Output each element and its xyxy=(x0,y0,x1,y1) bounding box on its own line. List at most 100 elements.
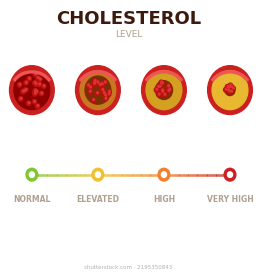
Circle shape xyxy=(27,76,31,81)
Circle shape xyxy=(42,84,46,88)
Circle shape xyxy=(21,89,25,94)
Circle shape xyxy=(226,88,230,93)
Circle shape xyxy=(103,93,107,98)
Circle shape xyxy=(17,82,22,87)
Circle shape xyxy=(169,88,171,90)
Circle shape xyxy=(156,85,160,89)
Circle shape xyxy=(38,77,42,82)
Circle shape xyxy=(162,92,167,97)
Circle shape xyxy=(35,89,36,91)
Circle shape xyxy=(212,71,248,109)
Circle shape xyxy=(159,81,164,86)
Circle shape xyxy=(226,85,231,90)
Circle shape xyxy=(26,168,38,181)
Circle shape xyxy=(159,80,164,85)
Circle shape xyxy=(43,85,45,87)
Circle shape xyxy=(76,66,120,115)
Circle shape xyxy=(24,89,26,91)
Circle shape xyxy=(228,86,230,88)
Circle shape xyxy=(158,168,170,181)
Circle shape xyxy=(158,93,160,95)
Circle shape xyxy=(99,83,101,85)
Circle shape xyxy=(160,90,165,94)
Circle shape xyxy=(37,82,41,87)
Circle shape xyxy=(37,77,39,78)
Circle shape xyxy=(231,90,232,92)
Circle shape xyxy=(92,81,96,86)
Circle shape xyxy=(159,85,161,87)
Circle shape xyxy=(33,92,37,96)
Circle shape xyxy=(107,92,111,96)
Circle shape xyxy=(162,90,164,92)
Circle shape xyxy=(20,97,22,99)
Text: CHOLESTEROL: CHOLESTEROL xyxy=(56,10,201,28)
Circle shape xyxy=(161,82,162,84)
Circle shape xyxy=(35,73,37,75)
Circle shape xyxy=(97,92,98,94)
Circle shape xyxy=(33,81,37,85)
Circle shape xyxy=(225,88,227,90)
Circle shape xyxy=(229,89,233,94)
Circle shape xyxy=(168,90,170,91)
Circle shape xyxy=(103,97,108,101)
Circle shape xyxy=(88,84,89,86)
Circle shape xyxy=(36,76,40,80)
Circle shape xyxy=(158,84,162,89)
Circle shape xyxy=(166,84,170,88)
Circle shape xyxy=(160,81,164,86)
Circle shape xyxy=(29,172,34,178)
Circle shape xyxy=(35,91,36,93)
Circle shape xyxy=(100,82,104,87)
Circle shape xyxy=(161,82,163,84)
Circle shape xyxy=(93,99,94,101)
Circle shape xyxy=(230,84,232,86)
Text: HIGH: HIGH xyxy=(153,195,175,204)
Text: NORMAL: NORMAL xyxy=(13,195,50,204)
Circle shape xyxy=(93,79,97,83)
Circle shape xyxy=(10,66,54,115)
Circle shape xyxy=(19,83,21,85)
Circle shape xyxy=(22,88,27,93)
Circle shape xyxy=(95,172,100,178)
Circle shape xyxy=(154,88,159,92)
Circle shape xyxy=(228,89,230,91)
Circle shape xyxy=(107,90,111,94)
Circle shape xyxy=(142,66,186,115)
Circle shape xyxy=(208,66,252,115)
Circle shape xyxy=(27,101,31,106)
Text: VERY HIGH: VERY HIGH xyxy=(207,195,253,204)
Circle shape xyxy=(89,90,91,92)
Circle shape xyxy=(14,71,50,109)
Circle shape xyxy=(228,83,232,88)
Circle shape xyxy=(168,85,170,87)
Circle shape xyxy=(35,83,37,85)
Circle shape xyxy=(229,90,231,92)
Circle shape xyxy=(227,89,231,94)
Circle shape xyxy=(95,91,99,95)
Circle shape xyxy=(80,71,116,109)
Circle shape xyxy=(34,101,36,102)
Circle shape xyxy=(164,94,166,95)
Circle shape xyxy=(33,72,37,77)
Circle shape xyxy=(229,85,233,89)
Circle shape xyxy=(34,82,38,86)
Circle shape xyxy=(92,168,104,181)
Circle shape xyxy=(228,172,232,178)
Circle shape xyxy=(100,88,105,92)
Circle shape xyxy=(146,71,182,109)
Circle shape xyxy=(88,89,92,94)
Circle shape xyxy=(41,92,43,94)
Circle shape xyxy=(90,86,91,88)
Circle shape xyxy=(85,76,111,104)
Circle shape xyxy=(33,90,37,95)
Circle shape xyxy=(161,81,162,83)
Circle shape xyxy=(94,80,96,81)
Circle shape xyxy=(233,87,235,89)
Circle shape xyxy=(28,102,30,104)
Circle shape xyxy=(37,105,39,107)
Circle shape xyxy=(161,172,166,178)
Circle shape xyxy=(94,82,95,84)
Circle shape xyxy=(98,83,102,87)
Circle shape xyxy=(108,93,110,95)
Text: shutterstock.com · 2195350843: shutterstock.com · 2195350843 xyxy=(84,265,173,270)
